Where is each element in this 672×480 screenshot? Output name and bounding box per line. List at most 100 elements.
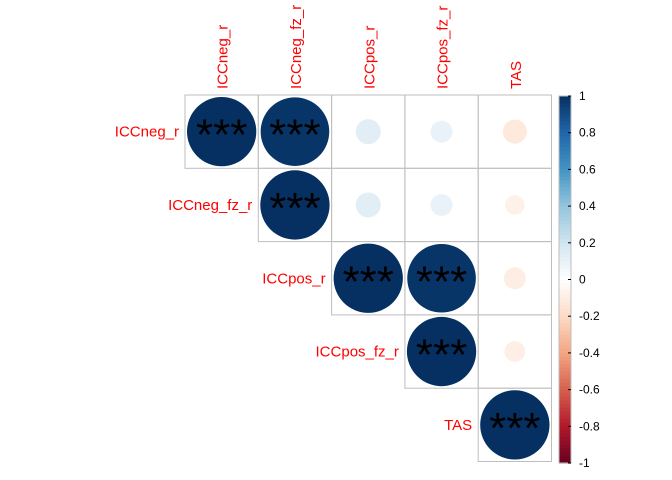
column-label-ICCpos_r: ICCpos_r [361,26,378,89]
corr-circle-ICCpos_r-ICCpos_fz_r [407,243,476,313]
colorbar-segment [559,451,571,457]
colorbar-segment [559,173,571,178]
colorbar-segment [559,140,571,145]
colorbar-segment [559,404,571,409]
colorbar-segment [559,301,571,306]
colorbar-segment [559,323,571,328]
colorbar-segment [559,125,571,130]
colorbar-segment [559,334,571,339]
colorbar-segment [559,114,571,119]
colorbar-segment [559,396,571,402]
colorbar-segment [559,378,571,383]
colorbar-segment [559,360,571,365]
corr-circle-ICCpos_r-TAS [503,267,526,290]
colorbar-segment [559,308,571,314]
colorbar-segment [559,103,571,108]
cells-layer: *** *** *** *** *** *** *** [184,94,553,463]
colorbar-segment [559,132,571,137]
row-labels: ICCneg_r ICCneg_fz_r ICCpos_r ICCpos_fz_r TA… [115,124,472,434]
colorbar-segment [559,422,571,427]
colorbar-segment [559,297,571,303]
colorbar-segment [559,382,571,387]
colorbar-segment [559,228,571,233]
colorbar-segment [559,455,571,460]
colorbar-segment [559,213,571,218]
cell-border-4-4 [477,387,553,463]
colorbar-segment [559,246,571,251]
corr-circle-ICCneg_fz_r-ICCpos_r [355,192,381,218]
colorbar-segment [559,330,571,336]
colorbar-segment [559,169,571,174]
colorbar-segment [559,257,571,262]
colorbar-segment [559,136,571,141]
colorbar-segment [559,415,571,420]
colorbar-tick-label: -0.8 [579,419,600,433]
colorbar-segment [559,158,571,163]
column-label-ICCpos_fz_r: ICCpos_fz_r [435,6,452,89]
colorbar-tick-label: 0 [579,273,586,287]
corr-circle-ICCpos_fz_r-TAS [504,341,526,362]
colorbar-segment [559,239,571,244]
colorbar-segment [559,110,571,115]
colorbar-segment [559,250,571,255]
colorbar-tick-label: -0.6 [579,383,600,397]
colorbar-segment [559,411,571,416]
colorbar-segment [559,129,571,134]
corr-circle-ICCneg_fz_r-ICCneg_fz_r [260,170,330,240]
corr-circle-ICCneg_r-ICCneg_fz_r [260,97,330,166]
column-label-ICCneg_fz_r: ICCneg_fz_r [288,5,305,89]
colorbar-segment [559,268,571,273]
colorbar-segment [559,209,571,215]
colorbar-segment [559,437,571,442]
colorbar-segment [559,162,571,167]
colorbar-segment [559,202,571,207]
colorbar-segment [559,235,571,240]
colorbar-segment [559,448,571,453]
colorbar-tick-label: -0.2 [579,309,600,323]
colorbar-segment [559,459,571,464]
corr-circle-ICCpos_r-ICCpos_r [333,243,403,313]
row-label-ICCpos_r: ICCpos_r [262,270,325,287]
row-label-ICCneg_r: ICCneg_r [115,124,179,141]
corr-circle-ICCneg_fz_r-ICCpos_fz_r [430,193,453,216]
colorbar-segment [559,319,571,325]
colorbar-tick-label: 1 [579,89,586,103]
colorbar-tick-label: 0.2 [579,236,596,250]
colorbar-segment [559,374,571,380]
colorbar-segment [559,217,571,222]
row-label-ICCneg_fz_r: ICCneg_fz_r [168,197,252,214]
colorbar-segment [559,345,571,350]
colorbar-segment [559,312,571,317]
colorbar-tick-label: 0.4 [579,199,596,213]
column-labels: ICCneg_r ICCneg_fz_r ICCpos_r ICCpos_fz_r TA… [215,5,525,89]
colorbar-segment [559,367,571,372]
colorbar-segment [559,195,571,200]
colorbar-segment [559,316,571,321]
colorbar-segment [559,198,571,204]
colorbar-segment [559,121,571,126]
colorbar-segment [559,393,571,398]
colorbar-tick-label: 0.8 [579,126,596,140]
significance-mark-3-3: *** [416,331,467,380]
colorbar-segment [559,279,571,284]
colorbar-segment [559,283,571,288]
corr-circle-ICCneg_r-TAS [502,119,527,144]
corr-circle-ICCpos_fz_r-ICCpos_fz_r [406,316,477,387]
colorbar-tick-label: -0.4 [579,346,600,360]
significance-mark-2-2: *** [343,257,394,306]
colorbar-segment [559,356,571,361]
colorbar-segment [559,363,571,369]
colorbar-segment [559,96,571,101]
colorbar: 1 0.8 0.6 0.4 0.2 0 -0.2 -0.4 -0.6 -0.8 -1 [558,89,600,470]
colorbar-segment [559,371,571,376]
colorbar-segment [559,385,571,391]
colorbar-segment [559,253,571,259]
row-label-ICCpos_fz_r: ICCpos_fz_r [316,344,399,361]
colorbar-segment [559,187,571,193]
colorbar-segment [559,99,571,104]
colorbar-segment [559,151,571,156]
column-label-TAS: TAS [508,61,525,89]
colorbar-segment [559,426,571,431]
colorbar-segment [559,154,571,159]
colorbar-segment [559,275,571,281]
